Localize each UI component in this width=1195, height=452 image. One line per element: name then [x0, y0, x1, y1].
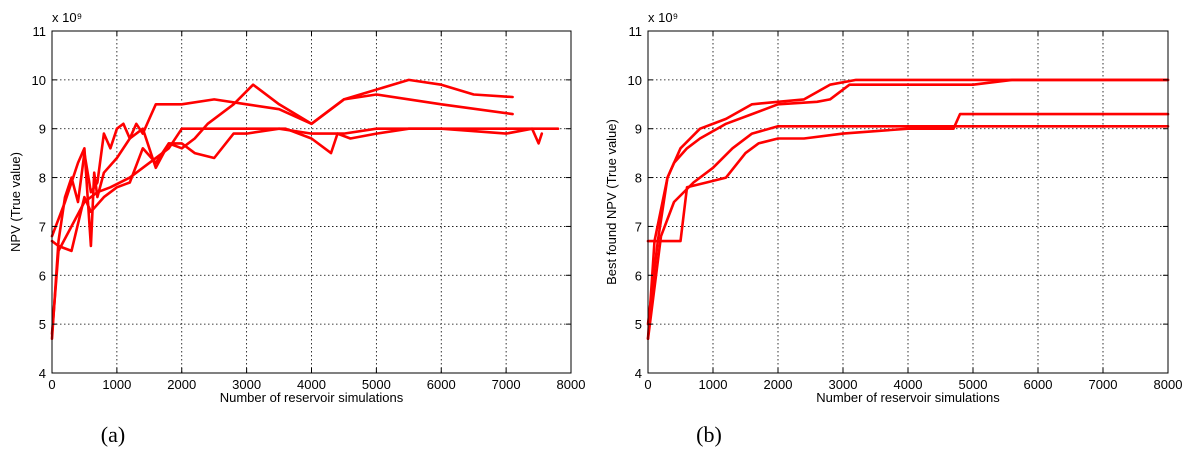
plot-area	[52, 31, 571, 373]
y-tick-label: 11	[629, 24, 643, 39]
series-line-4	[646, 125, 1170, 341]
y-tick-label: 6	[39, 268, 46, 283]
x-tick-label: 0	[644, 377, 651, 392]
x-tick-label: 3000	[829, 377, 858, 392]
x-tick-label: 6000	[427, 377, 456, 392]
y-axis-label: NPV (True value)	[8, 152, 23, 252]
y-tick-label: 7	[39, 219, 46, 234]
y-axis-label: Best found NPV (True value)	[604, 119, 619, 285]
panel-b-chart: 0 1000 2000 3000 4000 5000 6000 7000 8000 4 5 6 7 8 9 1…	[604, 10, 1182, 405]
y-tick-label: 5	[635, 317, 642, 332]
y-tick-label: 4	[39, 366, 46, 381]
panel-a-caption: (a)	[100, 422, 126, 447]
y-tick-label: 4	[635, 366, 642, 381]
x-axis-label: Number of reservoir simulations	[220, 390, 404, 405]
x-tick-label: 0	[48, 377, 55, 392]
y-tick-label: 11	[33, 24, 47, 39]
y-tick-label: 10	[628, 73, 642, 88]
x-tick-label: 5000	[362, 377, 391, 392]
y-exponent-label: x 10⁹	[52, 10, 82, 25]
y-tick-label: 6	[635, 268, 642, 283]
panel-b-caption: (b)	[696, 422, 722, 447]
x-axis-label: Number of reservoir simulations	[816, 390, 1000, 405]
y-tick-label: 7	[635, 219, 642, 234]
x-tick-label: 1000	[699, 377, 728, 392]
plot-area	[648, 31, 1168, 373]
x-tick-label: 1000	[102, 377, 131, 392]
x-tick-label: 4000	[297, 377, 326, 392]
x-tick-label: 3000	[232, 377, 261, 392]
y-tick-label: 5	[39, 317, 46, 332]
x-tick-label: 2000	[167, 377, 196, 392]
y-tick-label: 8	[635, 171, 642, 186]
x-tick-label: 6000	[1024, 377, 1053, 392]
series-line-2	[646, 78, 1170, 326]
x-tick-label: 5000	[959, 377, 988, 392]
y-tick-label: 9	[635, 122, 642, 137]
x-tick-label: 8000	[557, 377, 586, 392]
series-line-4	[50, 127, 560, 336]
x-tick-label: 2000	[764, 377, 793, 392]
y-tick-label: 8	[39, 171, 46, 186]
y-tick-label: 9	[39, 122, 46, 137]
series-line-3	[646, 112, 1170, 243]
series-line-1	[50, 78, 514, 341]
y-tick-label: 10	[32, 73, 46, 88]
x-tick-label: 7000	[1089, 377, 1118, 392]
panel-a-chart: 0 1000 2000 3000 4000 5000 6000 7000 8000 4 5 6 7 8 9 1…	[8, 10, 585, 405]
x-tick-label: 7000	[492, 377, 521, 392]
y-exponent-label: x 10⁹	[648, 10, 678, 25]
x-tick-label: 4000	[894, 377, 923, 392]
x-tick-label: 8000	[1154, 377, 1183, 392]
